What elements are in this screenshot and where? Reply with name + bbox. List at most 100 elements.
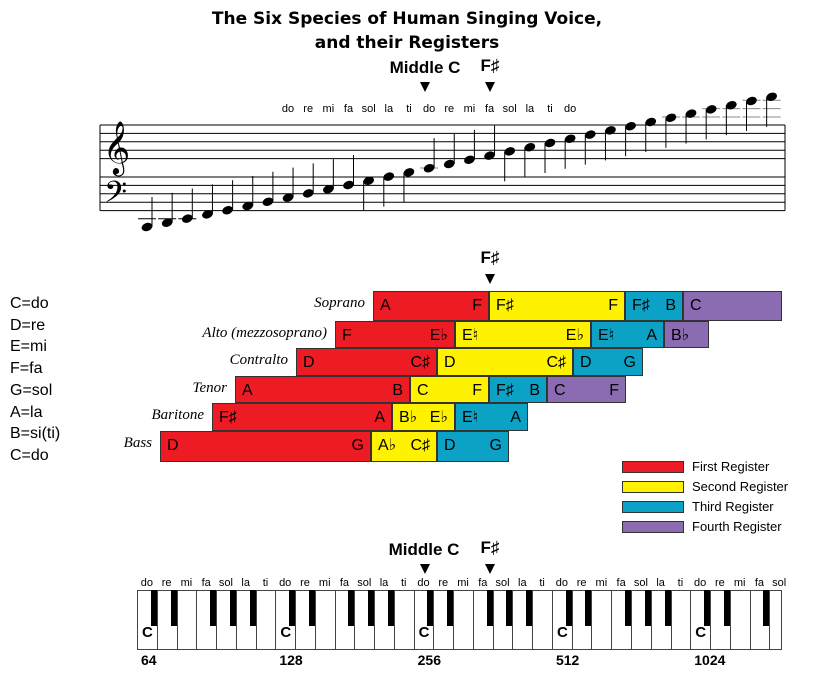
note-head xyxy=(726,100,737,110)
keyboard-solfege-syllable: sol xyxy=(218,577,233,589)
note-head xyxy=(464,155,475,165)
staff-solfege-syllable: sol xyxy=(502,103,517,115)
white-key[interactable] xyxy=(314,590,336,650)
range-start-note: C xyxy=(690,297,702,314)
range-end-note: G xyxy=(351,437,364,454)
legend-label-third: Third Register xyxy=(692,499,774,514)
range-start-note: D xyxy=(167,437,179,454)
keyboard-solfege-syllable: fa xyxy=(754,577,765,589)
range-start-note: A xyxy=(242,382,253,399)
note-head xyxy=(524,142,536,152)
bass-clef-icon: 𝄢 xyxy=(104,176,127,217)
keyboard-solfege-syllable: mi xyxy=(180,577,193,589)
keyboard-solfege-syllable: sol xyxy=(357,577,372,589)
voice-label-bass: Bass xyxy=(123,435,152,451)
staff-solfege-syllable: ti xyxy=(406,103,412,115)
keyboard-solfege-syllable: sol xyxy=(633,577,648,589)
second-register-bar: A♭ C♯ xyxy=(371,431,437,462)
staff-solfege-syllable: mi xyxy=(322,103,335,115)
keyboard-solfege-syllable: sol xyxy=(772,577,787,589)
note-head xyxy=(625,121,636,131)
note-head xyxy=(504,147,516,156)
third-register-bar: F♯ B xyxy=(489,376,547,403)
white-key[interactable] xyxy=(532,590,553,650)
keyboard-solfege-syllable: mi xyxy=(318,577,331,589)
range-start-note: F♯ xyxy=(632,297,650,314)
keyboard-solfege-syllable: do xyxy=(694,577,707,589)
note-head xyxy=(222,205,233,215)
note-head xyxy=(443,159,455,169)
voice-label-soprano: Soprano xyxy=(314,295,365,311)
first-register-bar: F E♭ xyxy=(335,321,455,348)
keyboard-solfege-syllable: re xyxy=(438,577,449,589)
staff-f-sharp-arrow xyxy=(485,82,495,92)
note-head xyxy=(363,176,374,186)
range-end-note: C♯ xyxy=(410,354,430,371)
note-head xyxy=(282,193,294,202)
legend-label-fourth: Fourth Register xyxy=(692,519,782,534)
white-key[interactable] xyxy=(769,590,782,650)
voice-label-contralto: Contralto xyxy=(229,352,288,368)
range-end-note: E♭ xyxy=(429,327,448,344)
c-key-label: C xyxy=(142,624,153,641)
title-line-1: The Six Species of Human Singing Voice, xyxy=(211,9,603,29)
range-end-note: F xyxy=(609,382,619,399)
white-key[interactable] xyxy=(176,590,198,650)
note-head xyxy=(584,130,596,139)
voice-label-alto: Alto (mezzosoprano) xyxy=(202,325,327,341)
note-head xyxy=(746,96,757,106)
range-start-note: D xyxy=(303,354,315,371)
keyboard-solfege-syllable: sol xyxy=(495,577,510,589)
note-head xyxy=(161,218,173,228)
range-end-note: E♭ xyxy=(565,327,584,344)
note-head xyxy=(564,134,576,144)
third-register-bar: E♮ A xyxy=(591,321,664,348)
treble-clef-icon: 𝄞 xyxy=(103,120,130,176)
third-register-bar: F♯ B xyxy=(625,291,683,321)
staff-solfege-syllable: do xyxy=(422,103,436,115)
range-start-note: A♭ xyxy=(378,437,397,454)
range-end-note: G xyxy=(623,354,636,371)
voice-label-baritone: Baritone xyxy=(151,407,205,423)
staff-solfege-syllable: mi xyxy=(463,103,476,115)
range-end-note: F xyxy=(472,297,482,314)
keyboard-solfege-syllable: re xyxy=(300,577,310,589)
keyboard-solfege-syllable: mi xyxy=(595,577,608,589)
white-key[interactable] xyxy=(255,590,277,650)
staff-f-sharp-label: F♯ xyxy=(480,56,500,75)
keyboard-f-sharp-label: F♯ xyxy=(480,538,500,557)
note-head xyxy=(423,163,435,173)
white-key[interactable] xyxy=(591,590,613,650)
white-key[interactable] xyxy=(729,590,751,650)
keyboard-solfege-syllable: ti xyxy=(677,577,684,589)
note-head xyxy=(766,92,777,102)
range-end-note: A xyxy=(646,327,657,344)
chart-f-sharp-label: F♯ xyxy=(480,248,500,267)
white-key[interactable] xyxy=(393,590,415,650)
white-key[interactable] xyxy=(670,590,692,650)
keyboard-solfege-syllable: fa xyxy=(616,577,626,589)
keyboard-solfege-syllable: mi xyxy=(457,577,469,589)
staff-middle-c-arrow xyxy=(420,82,430,92)
staff-solfege-syllable: la xyxy=(384,103,394,115)
white-key[interactable] xyxy=(453,590,474,650)
c-key-label: C xyxy=(418,624,430,641)
key-entry: F=fa xyxy=(10,360,43,378)
range-end-note: F xyxy=(608,297,618,314)
range-start-note: F♯ xyxy=(219,409,237,426)
staff-solfege-syllable: do xyxy=(564,103,577,115)
note-head xyxy=(605,126,616,135)
keyboard-f-sharp-arrow xyxy=(485,564,495,574)
keyboard-solfege-syllable: la xyxy=(241,577,250,589)
staff-middle-c-label: Middle C xyxy=(389,58,461,77)
range-end-note: C♯ xyxy=(410,437,430,454)
range-start-note: E♮ xyxy=(462,327,479,344)
keyboard-solfege-syllable: do xyxy=(140,577,153,589)
legend-swatch-second xyxy=(622,481,684,493)
first-register-bar: D C♯ xyxy=(296,348,437,376)
note-head xyxy=(302,189,314,198)
key-entry: A=la xyxy=(10,403,43,421)
